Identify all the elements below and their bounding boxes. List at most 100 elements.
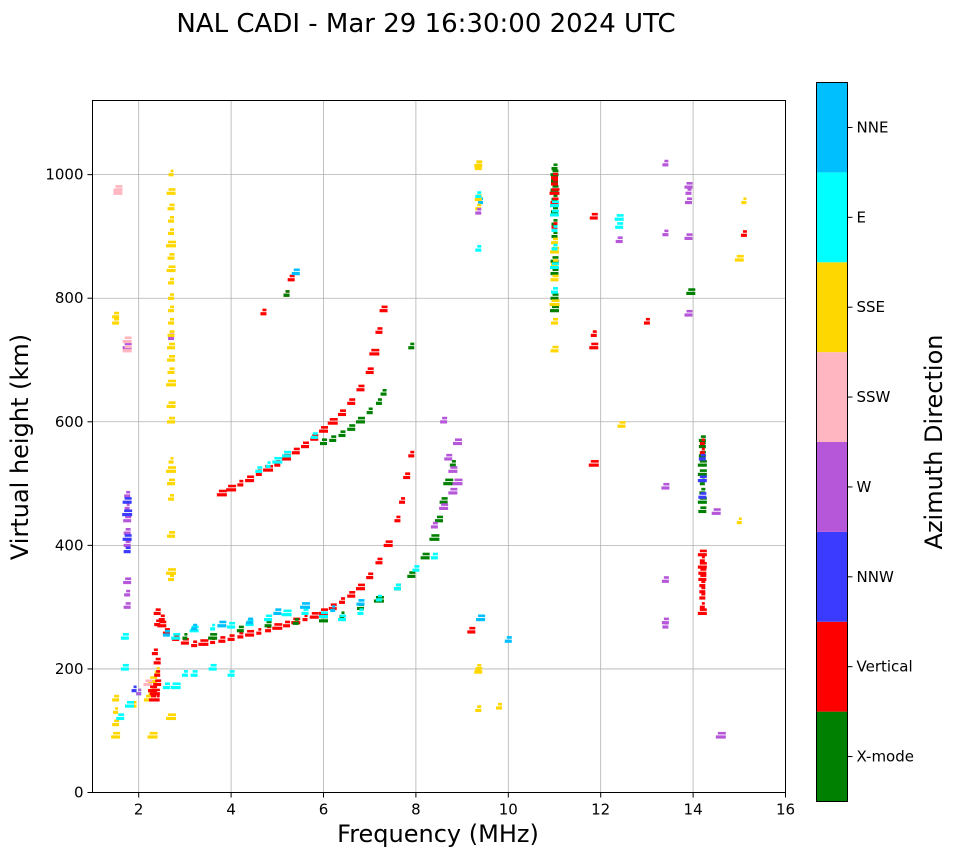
echo-point (617, 222, 624, 225)
echo-point (551, 166, 558, 171)
echo-point (114, 719, 120, 723)
echo-point (699, 475, 707, 479)
echo-point (272, 626, 283, 630)
echo-point (191, 627, 198, 631)
echo-point (156, 670, 161, 673)
echo-point (172, 682, 181, 686)
y-tick-label: 400 (55, 536, 84, 554)
echo-point (550, 265, 559, 270)
echo-point (291, 451, 300, 455)
echo-point (684, 236, 693, 240)
echo-point (114, 317, 120, 321)
echo-point (375, 598, 382, 602)
echo-point (451, 460, 456, 463)
echo-point (170, 305, 175, 309)
echo-point (399, 500, 406, 504)
echo-point (114, 694, 120, 698)
echo-point (115, 707, 119, 710)
echo-point (169, 203, 175, 207)
series-x-mode (283, 288, 696, 350)
echo-point (420, 556, 430, 560)
echo-point (169, 330, 175, 333)
echo-point (432, 552, 438, 556)
echo-point (157, 624, 167, 628)
echo-point (552, 185, 559, 188)
echo-point (698, 457, 706, 461)
echo-point (283, 624, 291, 628)
series-w (430, 416, 463, 529)
echo-point (377, 327, 383, 330)
echo-point (686, 233, 693, 236)
echo-point (475, 211, 482, 215)
echo-point (168, 713, 177, 716)
echo-point (328, 606, 337, 611)
echo-point (303, 608, 309, 611)
series-nnw (122, 497, 137, 693)
echo-point (120, 636, 129, 640)
echo-point (663, 482, 670, 486)
echo-point (684, 185, 693, 189)
echo-point (124, 704, 134, 708)
echo-point (553, 225, 558, 228)
echo-point (698, 495, 707, 499)
series-vertical (148, 608, 167, 702)
echo-point (133, 685, 137, 689)
echo-point (210, 663, 217, 667)
echo-point (551, 188, 560, 191)
echo-point (697, 472, 707, 477)
echo-point (145, 694, 152, 698)
echo-point (717, 731, 726, 735)
echo-point (167, 358, 176, 362)
echo-point (699, 469, 707, 472)
echo-point (226, 488, 237, 492)
echo-point (550, 309, 559, 313)
echo-point (301, 445, 310, 449)
echo-point (741, 200, 747, 205)
echo-point (168, 321, 175, 325)
echo-point (153, 682, 162, 687)
echo-point (738, 517, 742, 521)
echo-point (467, 630, 476, 634)
echo-point (698, 445, 706, 449)
echo-point (168, 265, 176, 269)
echo-point (170, 228, 175, 231)
echo-point (170, 574, 175, 577)
echo-point (478, 200, 484, 205)
echo-point (292, 621, 299, 625)
x-tick-label: 8 (411, 801, 421, 819)
series-ssw (113, 185, 153, 687)
echo-point (218, 639, 226, 643)
echo-point (617, 236, 623, 239)
echo-point (699, 605, 705, 609)
echo-point (449, 463, 456, 467)
echo-point (168, 336, 175, 341)
echo-point (321, 608, 328, 611)
series-w (475, 159, 726, 739)
echo-point (380, 392, 387, 396)
echo-point (168, 497, 175, 501)
echo-point (164, 629, 170, 633)
echo-point (395, 583, 401, 587)
echo-point (590, 333, 597, 337)
echo-point (474, 670, 483, 674)
echo-point (477, 705, 482, 708)
echo-point (312, 432, 318, 435)
echo-point (167, 207, 175, 211)
echo-point (154, 622, 161, 627)
series-x-mode (320, 388, 387, 446)
echo-point (113, 710, 119, 714)
echo-point (169, 478, 176, 482)
echo-point (311, 612, 319, 615)
echo-point (592, 330, 597, 333)
echo-point (287, 278, 295, 282)
echo-point (662, 163, 669, 167)
echo-point (701, 586, 706, 590)
echo-point (168, 466, 177, 469)
chart-title: NAL CADI - Mar 29 16:30:00 2024 UTC (176, 9, 675, 39)
echo-point (255, 472, 262, 477)
echo-point (699, 584, 706, 588)
colorbar-tick-label: X-mode (857, 748, 914, 766)
echo-point (662, 233, 669, 237)
echo-point (112, 723, 120, 727)
echo-point (474, 166, 482, 171)
